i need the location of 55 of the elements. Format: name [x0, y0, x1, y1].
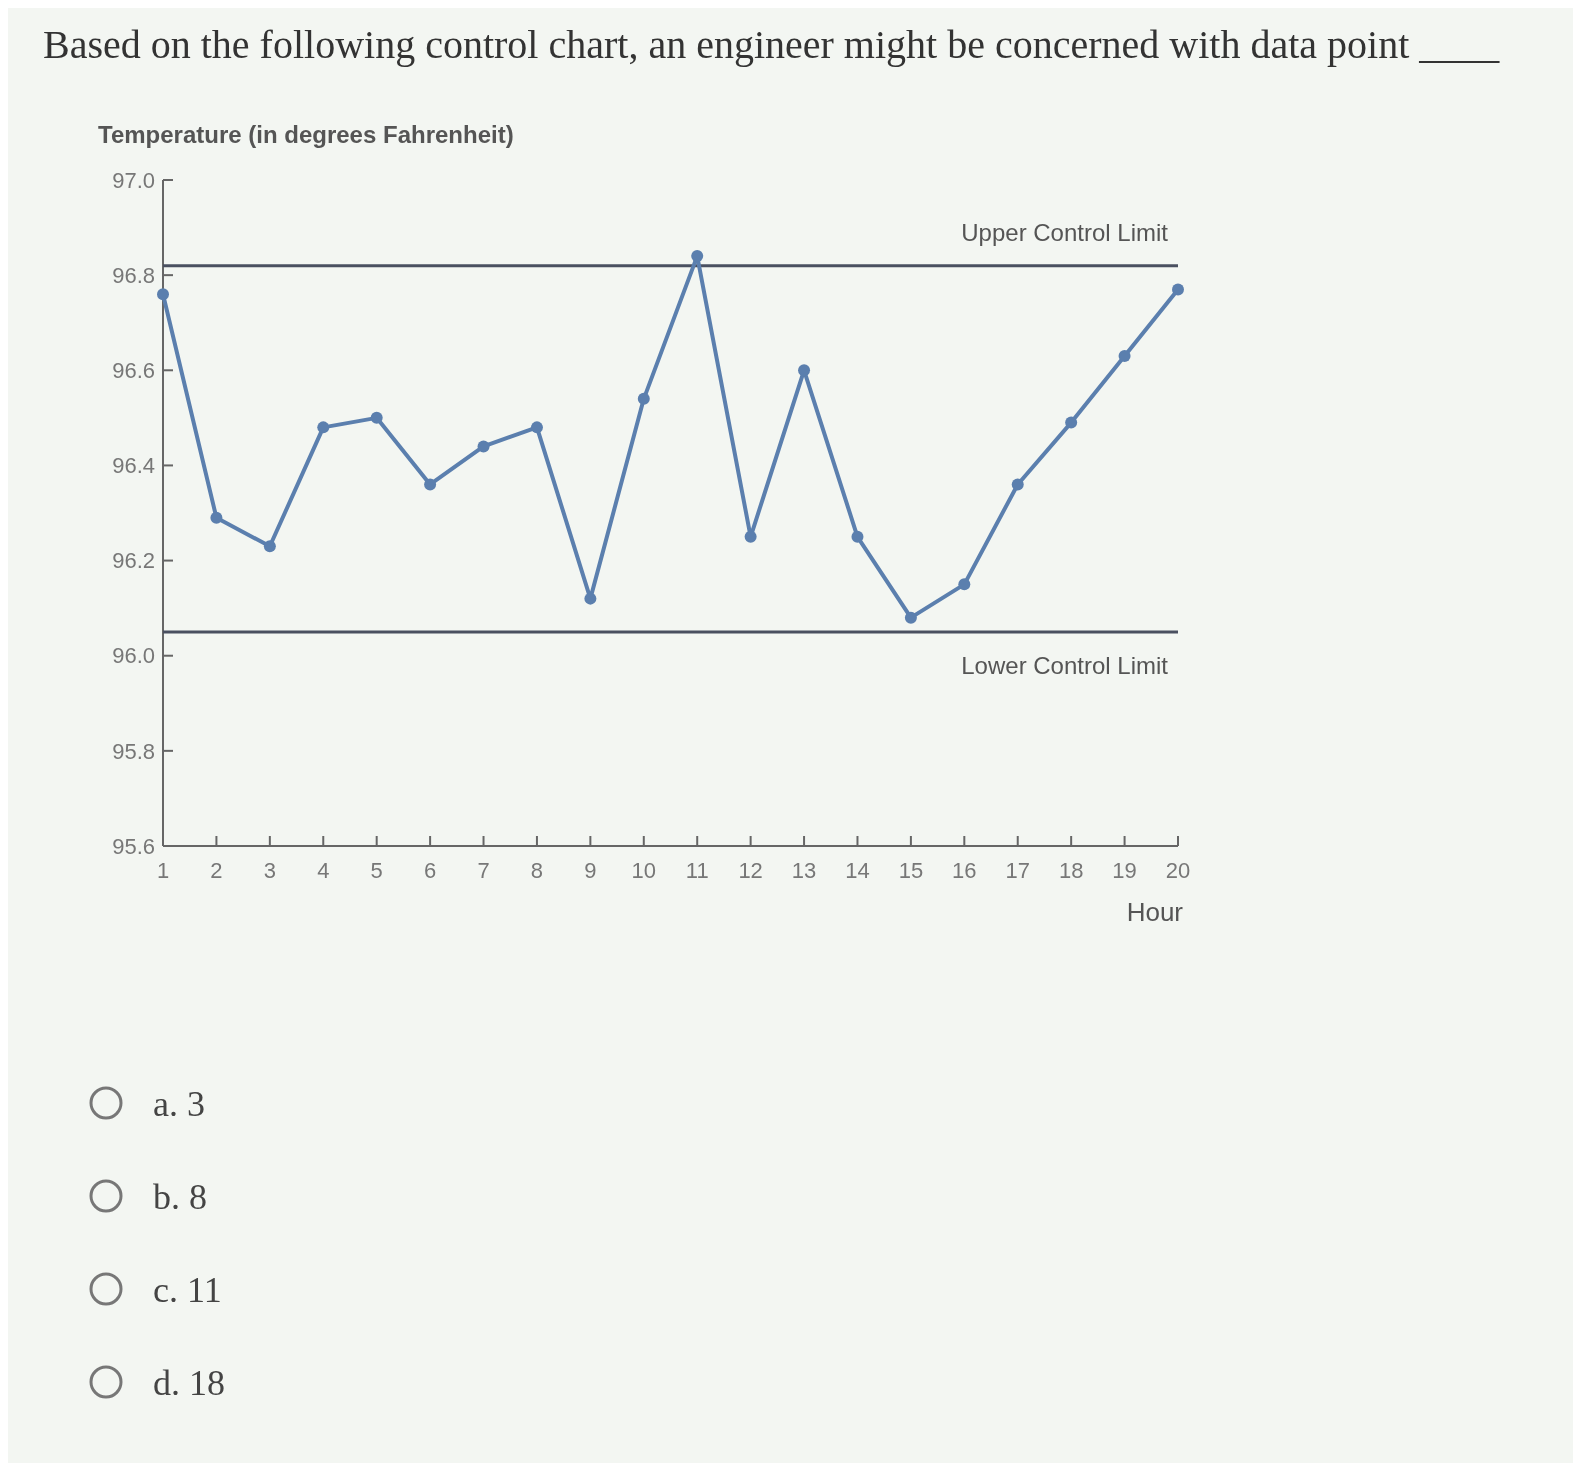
x-tick-label: 4 — [317, 858, 330, 883]
x-tick-label: 17 — [1005, 858, 1030, 883]
ref-line-label: Lower Control Limit — [961, 651, 1169, 679]
point — [958, 578, 971, 591]
point — [584, 592, 597, 605]
point — [210, 511, 223, 524]
y-tick-label: 95.8 — [112, 738, 155, 764]
text: b. 8 — [153, 1176, 207, 1217]
x-tick-label: 10 — [631, 858, 657, 883]
text: c. 11 — [153, 1269, 222, 1310]
point — [477, 440, 490, 453]
point — [370, 411, 383, 424]
x-tick-label: 1 — [156, 858, 170, 883]
x-tick-label: 2 — [210, 858, 223, 883]
chart-title: Based on the following control chart, an engineer might be concerned with data point ____ — [43, 22, 1501, 67]
x-tick-label: 8 — [530, 858, 544, 883]
x-tick-label: 13 — [791, 858, 817, 883]
point — [1011, 478, 1024, 491]
x-tick-label: 16 — [952, 858, 977, 883]
y-tick-label: 96.2 — [112, 548, 155, 574]
y-tick-label: 97.0 — [112, 167, 155, 193]
point — [1065, 416, 1078, 429]
point — [530, 421, 543, 434]
x-tick-label: 14 — [845, 858, 870, 883]
x-tick-label: 9 — [584, 858, 597, 883]
point — [263, 540, 276, 553]
x-tick-label: 6 — [423, 858, 437, 883]
point — [904, 611, 917, 624]
x-tick-label: 15 — [898, 858, 924, 883]
point — [317, 421, 330, 434]
y-axis-title: Temperature (in degrees Fahrenheit) — [98, 121, 514, 148]
y-tick-label: 96.8 — [112, 262, 155, 288]
point — [157, 288, 169, 301]
y-tick-label: 96.6 — [112, 357, 155, 383]
x-axis-title: Hour — [1126, 897, 1184, 927]
point — [1118, 350, 1131, 363]
x-tick-label: 18 — [1058, 858, 1084, 883]
y-tick-label: 96.4 — [112, 453, 155, 479]
point — [424, 478, 437, 491]
point — [1172, 283, 1184, 296]
x-tick-label: 5 — [370, 858, 383, 883]
point — [637, 392, 650, 405]
x-tick-label: 19 — [1112, 858, 1137, 883]
x-tick-label: 3 — [263, 858, 276, 883]
x-tick-label: 12 — [738, 858, 763, 883]
x-tick-label: 20 — [1165, 858, 1191, 883]
y-tick-label: 96.0 — [112, 643, 155, 669]
text: a. 3 — [153, 1083, 205, 1124]
text: d. 18 — [153, 1362, 225, 1403]
point — [744, 530, 757, 543]
point — [851, 530, 864, 543]
y-tick-label: 95.6 — [112, 833, 155, 859]
x-tick-label: 11 — [685, 858, 709, 883]
x-tick-label: 7 — [477, 858, 490, 883]
ref-line-label: Upper Control Limit — [961, 218, 1169, 246]
